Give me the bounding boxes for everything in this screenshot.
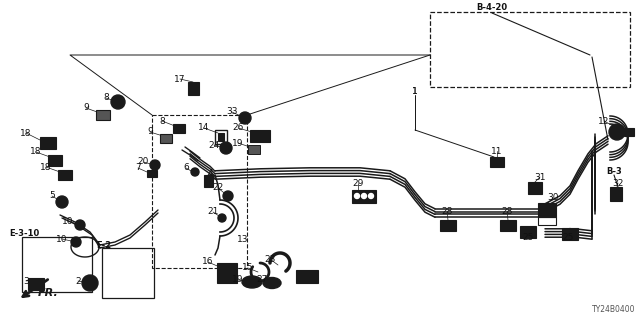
- Text: 19: 19: [232, 139, 244, 148]
- Text: 28: 28: [501, 207, 513, 217]
- Bar: [248, 145, 260, 154]
- Text: 18: 18: [20, 129, 32, 138]
- Text: 1: 1: [412, 87, 418, 97]
- Bar: [538, 217, 556, 225]
- Bar: [22, 237, 92, 292]
- Circle shape: [609, 124, 625, 140]
- Ellipse shape: [242, 276, 262, 288]
- Text: E-2: E-2: [97, 241, 111, 250]
- Text: 7: 7: [135, 164, 141, 172]
- Text: 23: 23: [264, 254, 276, 263]
- Text: 27: 27: [256, 276, 268, 284]
- Circle shape: [223, 191, 233, 201]
- Bar: [500, 220, 516, 231]
- Text: 32: 32: [612, 179, 624, 188]
- Text: TY24B0400: TY24B0400: [591, 305, 635, 314]
- Bar: [188, 82, 199, 95]
- Circle shape: [355, 194, 360, 198]
- Text: 16: 16: [202, 258, 214, 267]
- Bar: [204, 175, 213, 187]
- Circle shape: [239, 112, 251, 124]
- Text: B-3: B-3: [606, 167, 622, 177]
- Text: 26: 26: [232, 124, 244, 132]
- Text: 6: 6: [183, 164, 189, 172]
- Text: 12: 12: [598, 116, 610, 125]
- Text: 21: 21: [207, 207, 219, 217]
- Text: 3: 3: [23, 276, 29, 285]
- Text: 1: 1: [412, 87, 418, 97]
- Bar: [538, 203, 556, 217]
- Bar: [217, 263, 237, 283]
- Text: 30: 30: [547, 194, 559, 203]
- Text: 5: 5: [49, 191, 55, 201]
- Bar: [610, 187, 622, 201]
- Bar: [215, 130, 227, 144]
- Text: 10: 10: [56, 235, 68, 244]
- Circle shape: [71, 237, 81, 247]
- Bar: [40, 137, 56, 149]
- Text: E-3-10: E-3-10: [9, 229, 39, 238]
- Text: 25: 25: [522, 234, 534, 243]
- Circle shape: [75, 220, 85, 230]
- Text: B-4-20: B-4-20: [476, 4, 508, 12]
- Text: 14: 14: [198, 124, 210, 132]
- Circle shape: [82, 275, 98, 291]
- Bar: [48, 155, 62, 166]
- Bar: [28, 278, 44, 290]
- Text: 31: 31: [534, 172, 546, 181]
- Bar: [528, 182, 542, 194]
- Text: 9: 9: [83, 103, 89, 113]
- Circle shape: [56, 196, 68, 208]
- Bar: [173, 124, 185, 133]
- Text: 33: 33: [227, 108, 237, 116]
- Circle shape: [111, 95, 125, 109]
- Bar: [58, 170, 72, 180]
- Bar: [440, 220, 456, 231]
- Text: 17: 17: [174, 75, 186, 84]
- Text: 22: 22: [212, 183, 223, 193]
- Text: 10: 10: [62, 217, 74, 226]
- Text: 15: 15: [243, 263, 253, 273]
- Bar: [152, 115, 247, 268]
- Circle shape: [150, 160, 160, 170]
- Circle shape: [220, 142, 232, 154]
- Text: 28: 28: [442, 207, 452, 217]
- Text: 11: 11: [492, 147, 503, 156]
- Bar: [430, 12, 630, 87]
- Text: 18: 18: [40, 163, 52, 172]
- Text: 8: 8: [159, 116, 165, 125]
- Text: 2: 2: [75, 276, 81, 285]
- Circle shape: [369, 194, 374, 198]
- Text: 4: 4: [207, 169, 213, 178]
- Text: 19: 19: [232, 276, 244, 284]
- Text: 20: 20: [138, 157, 148, 166]
- Text: 25: 25: [563, 234, 573, 243]
- Bar: [218, 133, 224, 141]
- Text: 24: 24: [209, 140, 220, 149]
- Bar: [562, 228, 578, 240]
- Bar: [520, 226, 536, 238]
- Text: 29: 29: [352, 179, 364, 188]
- Bar: [147, 170, 157, 177]
- Text: 8: 8: [103, 93, 109, 102]
- Circle shape: [362, 194, 367, 198]
- Text: 13: 13: [237, 236, 249, 244]
- Circle shape: [218, 214, 226, 222]
- Bar: [160, 134, 172, 143]
- Bar: [102, 248, 154, 298]
- Text: 18: 18: [30, 148, 42, 156]
- Bar: [250, 130, 270, 142]
- Ellipse shape: [263, 277, 281, 289]
- Bar: [490, 157, 504, 167]
- Bar: [624, 128, 634, 136]
- Bar: [352, 190, 376, 203]
- Bar: [296, 270, 318, 283]
- Circle shape: [191, 168, 199, 176]
- Text: FR.: FR.: [38, 288, 59, 298]
- Bar: [96, 110, 110, 120]
- Text: 9: 9: [147, 127, 153, 137]
